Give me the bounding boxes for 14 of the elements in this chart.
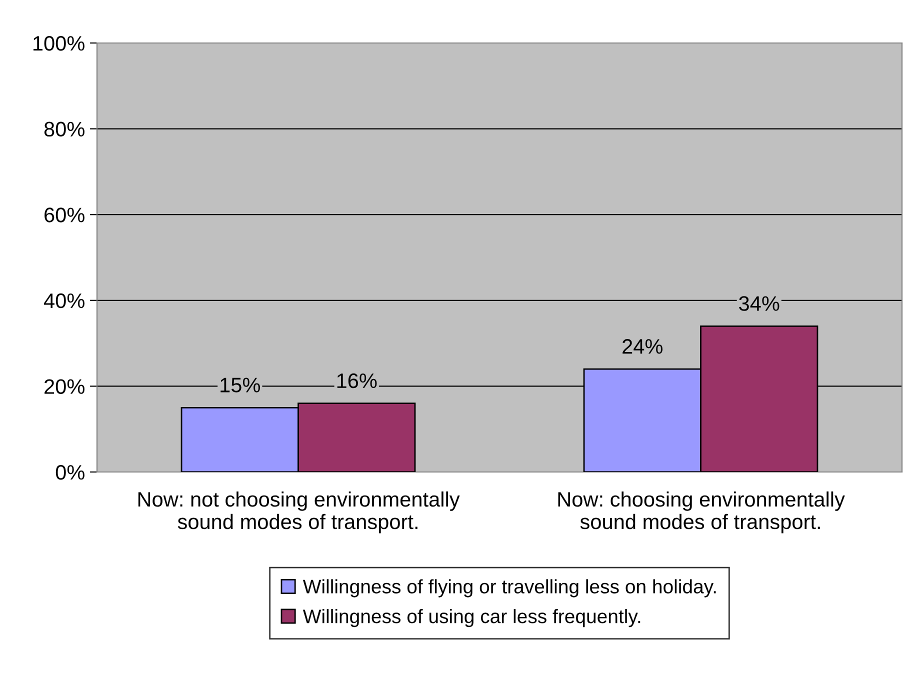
y-tick-label: 0% — [56, 465, 84, 480]
x-tick-label: Now: not choosing environmentally sound modes of transport. — [138, 491, 460, 534]
data-label: 15% — [220, 378, 260, 392]
legend-label: Willingness of flying or travelling less on holiday. — [302, 579, 716, 598]
y-tick-label: 80% — [44, 122, 84, 137]
y-tick-label: 20% — [44, 379, 84, 394]
data-label: 24% — [622, 339, 662, 354]
data-label: 16% — [337, 373, 377, 388]
y-tick-label: 100% — [34, 36, 84, 51]
y-tick-label: 60% — [44, 208, 84, 222]
legend-label: Willingness of using car less frequently. — [302, 608, 640, 628]
data-label: 34% — [739, 296, 780, 311]
y-tick-label: 40% — [44, 293, 84, 308]
x-tick-label: Now: choosing environmentally sound modes of transport. — [558, 491, 845, 534]
